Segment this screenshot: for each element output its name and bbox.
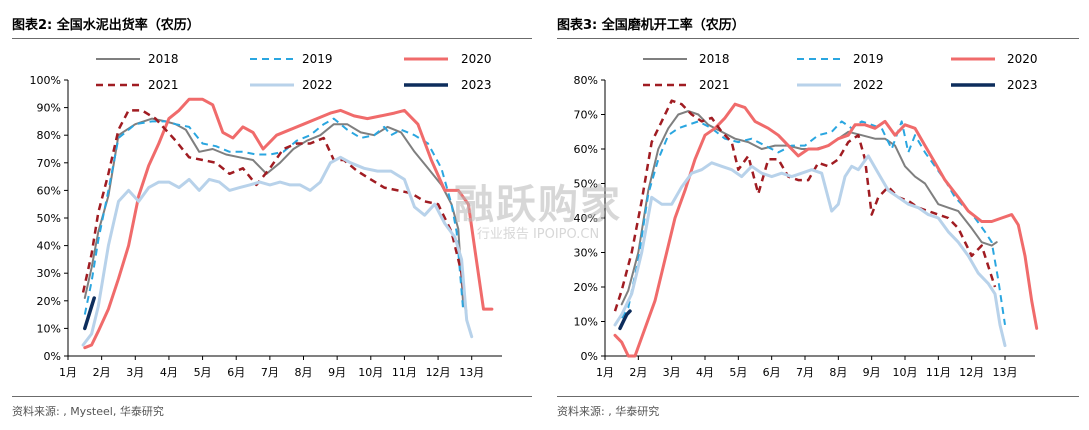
legend-label-2018: 2018 [148, 52, 179, 66]
x-tick-label: 11月 [392, 366, 417, 379]
y-tick-label: 0% [44, 350, 61, 363]
source-note: 资料来源: , 华泰研究 [557, 405, 660, 418]
y-tick-label: 0% [581, 350, 598, 363]
legend-label-2023: 2023 [461, 78, 492, 92]
legend-label-2020: 2020 [461, 52, 492, 66]
x-tick-label: 6月 [763, 366, 781, 379]
series-line-2022 [81, 155, 474, 347]
y-tick-label: 30% [37, 267, 61, 280]
x-tick-label: 6月 [227, 366, 245, 379]
series-line-2019 [620, 120, 1006, 326]
x-tick-label: 1月 [596, 366, 614, 379]
x-tick-label: 7月 [796, 366, 814, 379]
legend-label-2020: 2020 [1007, 52, 1038, 66]
series-line-2021 [613, 99, 997, 312]
y-tick-label: 40% [37, 240, 61, 253]
x-tick-label: 5月 [194, 366, 212, 379]
source-note: 资料来源: , Mysteel, 华泰研究 [12, 405, 164, 418]
y-tick-label: 40% [574, 212, 598, 225]
legend-label-2021: 2021 [148, 78, 179, 92]
x-tick-label: 10月 [358, 366, 383, 379]
x-tick-label: 11月 [926, 366, 951, 379]
y-tick-label: 20% [574, 281, 598, 294]
y-tick-label: 70% [574, 109, 598, 122]
y-tick-label: 60% [37, 184, 61, 197]
y-tick-label: 20% [37, 295, 61, 308]
y-tick-label: 30% [574, 247, 598, 260]
y-tick-label: 60% [574, 143, 598, 156]
x-tick-label: 13月 [459, 366, 484, 379]
x-tick-label: 12月 [426, 366, 451, 379]
legend-label-2023: 2023 [1007, 78, 1038, 92]
y-tick-label: 50% [574, 178, 598, 191]
legend-label-2022: 2022 [853, 78, 884, 92]
y-tick-label: 70% [37, 157, 61, 170]
series-line-2020 [613, 102, 1039, 358]
x-tick-label: 8月 [829, 366, 847, 379]
source-divider [12, 396, 532, 397]
series-line-2022 [613, 154, 1007, 348]
y-tick-label: 80% [574, 74, 598, 87]
title-divider [557, 38, 1079, 39]
title-divider [12, 38, 532, 39]
legend-label-2022: 2022 [302, 78, 333, 92]
chart-panel-mill-operating-rate: 图表3: 全国磨机开工率（农历） 0% 10% 20% 30% 40% 50% 60% 70%… [545, 0, 1089, 430]
y-tick-label: 100% [30, 74, 61, 87]
x-tick-label: 4月 [696, 366, 714, 379]
x-tick-label: 8月 [295, 366, 313, 379]
series-line-2018 [83, 117, 465, 308]
x-tick-label: 4月 [160, 366, 178, 379]
line-chart: 0% 10% 20% 30% 40% 50% 60% 70% 80% 90% 100% 1月 2月 3月 4… [30, 52, 502, 379]
chart-title: 图表3: 全国磨机开工率（农历） [557, 18, 745, 33]
legend-label-2018: 2018 [699, 52, 730, 66]
series-line-2019 [83, 117, 465, 315]
y-tick-label: 50% [37, 212, 61, 225]
x-tick-label: 13月 [993, 366, 1018, 379]
series-line-2020 [83, 97, 494, 350]
y-tick-label: 80% [37, 129, 61, 142]
legend-label-2021: 2021 [699, 78, 730, 92]
x-tick-label: 9月 [328, 366, 346, 379]
x-tick-label: 12月 [959, 366, 984, 379]
x-tick-label: 7月 [261, 366, 279, 379]
x-tick-label: 2月 [629, 366, 647, 379]
x-tick-label: 2月 [93, 366, 111, 379]
y-tick-label: 10% [37, 322, 61, 335]
chart-title: 图表2: 全国水泥出货率（农历） [12, 18, 200, 33]
chart-panel-cement-shipment: 图表2: 全国水泥出货率（农历） 0% 10% 20% 30% 40% 50% 60% 70%… [12, 18, 532, 418]
x-tick-label: 5月 [729, 366, 747, 379]
x-tick-label: 3月 [663, 366, 681, 379]
series-line-2021 [81, 109, 468, 318]
x-tick-label: 10月 [893, 366, 918, 379]
x-tick-label: 3月 [126, 366, 144, 379]
line-chart: 0% 10% 20% 30% 40% 50% 60% 70% 80% 1月 2月 3月 4月 5月 6月 7月… [574, 52, 1039, 379]
series-line-2023 [83, 296, 96, 331]
y-tick-label: 90% [37, 102, 61, 115]
x-tick-label: 1月 [59, 366, 77, 379]
legend-label-2019: 2019 [853, 52, 884, 66]
legend-label-2019: 2019 [302, 52, 333, 66]
series-line-2023 [618, 309, 632, 331]
source-divider [557, 396, 1079, 397]
y-tick-label: 10% [574, 316, 598, 329]
x-tick-label: 9月 [863, 366, 881, 379]
